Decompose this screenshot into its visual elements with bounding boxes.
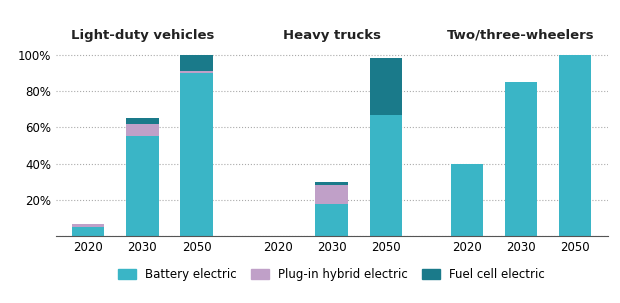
- Bar: [126, 136, 159, 236]
- Bar: [72, 227, 105, 236]
- Bar: [180, 71, 213, 73]
- Bar: [370, 58, 402, 115]
- Bar: [126, 124, 159, 136]
- Bar: [180, 73, 213, 236]
- Bar: [126, 118, 159, 124]
- Text: Two/three-wheelers: Two/three-wheelers: [447, 29, 595, 42]
- Bar: [180, 55, 213, 71]
- Legend: Battery electric, Plug-in hybrid electric, Fuel cell electric: Battery electric, Plug-in hybrid electri…: [118, 268, 545, 281]
- Bar: [451, 164, 483, 236]
- Bar: [72, 224, 105, 227]
- Text: Light-duty vehicles: Light-duty vehicles: [71, 29, 214, 42]
- Bar: [559, 55, 591, 236]
- Bar: [505, 82, 538, 236]
- Bar: [316, 185, 348, 204]
- Text: Heavy trucks: Heavy trucks: [283, 29, 381, 42]
- Bar: [316, 182, 348, 185]
- Bar: [316, 204, 348, 236]
- Bar: [370, 115, 402, 236]
